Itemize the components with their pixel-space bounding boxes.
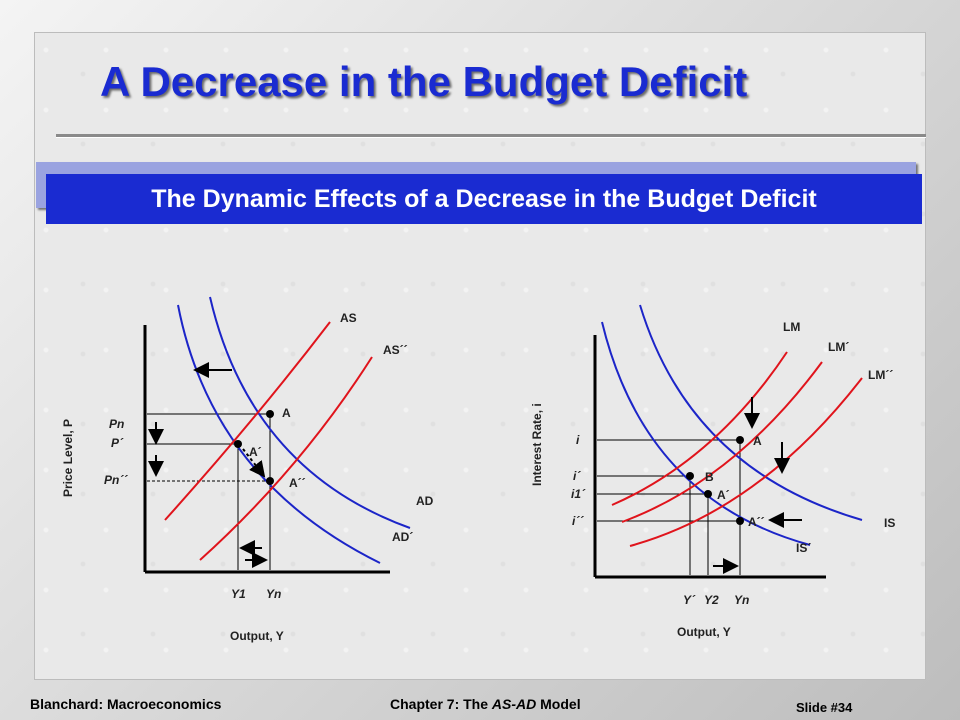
lm-label: LM	[783, 320, 800, 334]
islm-y-axis-label: Interest Rate, i	[530, 403, 544, 486]
islm-x-axis-label: Output, Y	[677, 625, 731, 639]
lm-double-prime-curve	[629, 377, 863, 547]
islm-point-b-dot	[686, 472, 694, 480]
ad-curve	[209, 296, 411, 529]
asad-point-a-dot	[266, 410, 274, 418]
islm-tick-i: i	[576, 433, 580, 447]
subtitle-banner: The Dynamic Effects of a Decrease in the…	[46, 174, 922, 224]
islm-point-a1-label: A´	[717, 488, 730, 502]
footer-chapter: Chapter 7: The AS-AD Model	[390, 696, 581, 712]
islm-tick-i2: i´´	[572, 514, 584, 528]
islm-point-b-label: B	[705, 470, 714, 484]
lm-prime-curve	[621, 361, 823, 523]
asad-diagram: AS AS´´ AD AD´ A A´ A´´ Pn P´ Pn´´ Y1 Yn…	[61, 296, 434, 643]
islm-tick-i1: i´	[573, 469, 581, 483]
islm-diagram: LM LM´ LM´´ IS IS´ A B A´ A´´ i i´ i1´ i…	[530, 304, 895, 639]
lm-prime-label: LM´	[828, 340, 849, 354]
islm-point-a-label: A	[753, 434, 762, 448]
is-prime-curve	[601, 321, 811, 546]
is-prime-label: IS´	[796, 541, 811, 555]
islm-point-a1-dot	[704, 490, 712, 498]
islm-tick-y2: Y2	[704, 593, 719, 607]
asad-y-axis-label: Price Level, P	[61, 419, 75, 497]
asad-point-a2-label: A´´	[289, 476, 306, 490]
title-divider	[56, 134, 926, 138]
asad-x-axis-label: Output, Y	[230, 629, 284, 643]
asad-point-a-label: A	[282, 406, 291, 420]
asad-tick-yn: Yn	[266, 587, 281, 601]
ad-prime-curve	[177, 304, 381, 564]
as-curve	[164, 321, 331, 521]
ad-prime-label: AD´	[392, 530, 413, 544]
islm-point-a2-dot	[736, 517, 744, 525]
asad-point-a1-label: A´	[249, 445, 262, 459]
as-double-prime-label: AS´´	[383, 343, 408, 357]
slide-title: A Decrease in the Budget Deficit	[100, 58, 748, 105]
slide-frame	[34, 32, 926, 680]
lm-double-prime-label: LM´´	[868, 368, 893, 382]
footer-chapter-model: AS-AD	[491, 696, 537, 712]
islm-point-a-dot	[736, 436, 744, 444]
islm-tick-y1: Y´	[683, 593, 696, 607]
is-curve	[639, 304, 863, 521]
asad-tick-y1: Y1	[231, 587, 246, 601]
islm-tick-i1sub: i1´	[571, 487, 586, 501]
asad-point-a2-dot	[266, 477, 274, 485]
ad-label: AD	[416, 494, 434, 508]
asad-tick-pn: Pn	[109, 417, 124, 431]
footer-slide-number: Slide #34	[796, 700, 853, 715]
asad-point-a1-dot	[234, 440, 242, 448]
footer-chapter-suffix: Model	[536, 696, 581, 712]
asad-tick-pn2: Pn´´	[104, 473, 128, 487]
islm-point-a2-label: A´´	[748, 515, 765, 529]
is-label: IS	[884, 516, 895, 530]
asad-tick-p1: P´	[111, 436, 124, 450]
lm-curve	[611, 351, 788, 506]
as-label: AS	[340, 311, 357, 325]
footer-book: Blanchard: Macroeconomics	[30, 696, 222, 712]
footer-chapter-prefix: Chapter 7: The	[390, 696, 492, 712]
islm-tick-yn: Yn	[734, 593, 749, 607]
as-double-prime-curve	[199, 356, 373, 561]
